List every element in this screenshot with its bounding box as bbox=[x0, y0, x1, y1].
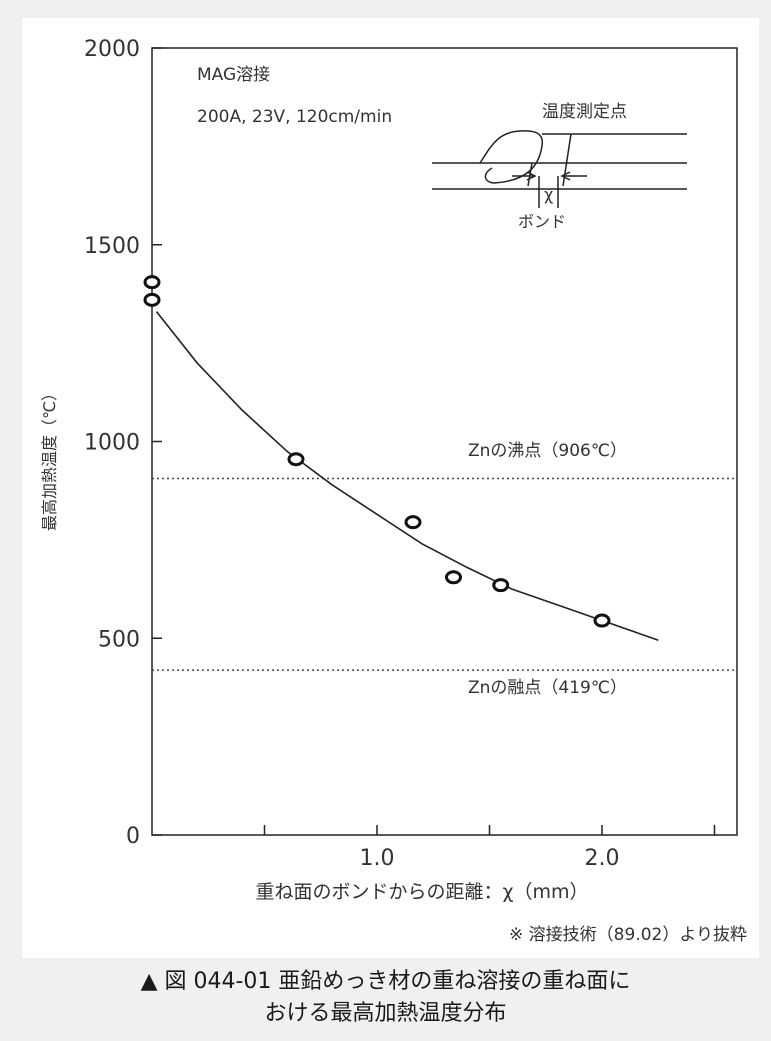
axis-ticks: 0 500 1000 1500 2000 1.0 2.0 bbox=[84, 37, 716, 871]
inset-weld-bead bbox=[479, 130, 544, 184]
fit-curve bbox=[155, 311, 659, 641]
figure-panel: 0 500 1000 1500 2000 1.0 2.0 MAG溶接 200A, 23V, … bbox=[22, 18, 759, 958]
annotation-conditions: 200A, 23V, 120cm/min bbox=[197, 107, 392, 127]
bond-schematic-inset bbox=[432, 130, 687, 208]
reference-lines bbox=[152, 477, 737, 671]
inset-arrowhead-left bbox=[526, 171, 537, 181]
x-axis-label: 重ね面のボンドからの距離：χ（mm） bbox=[256, 881, 589, 903]
data-point bbox=[143, 275, 161, 290]
x-tick-label: 2.0 bbox=[585, 846, 620, 871]
ref-label-boiling: Znの沸点（906℃） bbox=[468, 441, 627, 461]
data-point bbox=[143, 292, 161, 307]
source-note: ※ 溶接技術（89.02）より抜粋 bbox=[509, 925, 747, 945]
data-point bbox=[287, 452, 305, 467]
data-point bbox=[404, 515, 422, 530]
x-tick-label: 1.0 bbox=[360, 846, 395, 871]
annotation-process: MAG溶接 bbox=[197, 65, 270, 85]
plot-frame bbox=[151, 47, 738, 836]
data-point bbox=[593, 613, 611, 628]
caption-line-2: おける最高加熱温度分布 bbox=[264, 1001, 507, 1026]
inset-arrowhead-right bbox=[560, 171, 571, 181]
data-points bbox=[143, 275, 611, 628]
y-tick-label: 500 bbox=[98, 627, 140, 652]
y-tick-label: 1000 bbox=[84, 431, 140, 456]
data-point bbox=[445, 570, 462, 585]
y-tick-label: 0 bbox=[126, 824, 140, 849]
inset-bond-label: ボンド bbox=[518, 212, 566, 231]
data-point bbox=[492, 578, 510, 593]
y-axis-label: 最高加熱温度（℃） bbox=[40, 385, 59, 531]
y-tick-label: 2000 bbox=[84, 37, 140, 62]
inset-measure-label: 温度測定点 bbox=[542, 102, 627, 122]
inset-bond-line-left bbox=[527, 162, 533, 187]
inset-x-label: χ bbox=[544, 185, 553, 204]
temperature-chart: 0 500 1000 1500 2000 1.0 2.0 MAG溶接 200A, 23V, … bbox=[40, 37, 747, 945]
figure-caption: ▲ 図 044-01 亜鉛めっき材の重ね溶接の重ね面に おける最高加熱温度分布 bbox=[0, 966, 771, 1030]
caption-line-1: ▲ 図 044-01 亜鉛めっき材の重ね溶接の重ね面に bbox=[140, 969, 631, 994]
ref-label-melting: Znの融点（419℃） bbox=[468, 678, 627, 698]
y-tick-label: 1500 bbox=[84, 234, 140, 259]
fit-curve-layer bbox=[155, 311, 659, 641]
